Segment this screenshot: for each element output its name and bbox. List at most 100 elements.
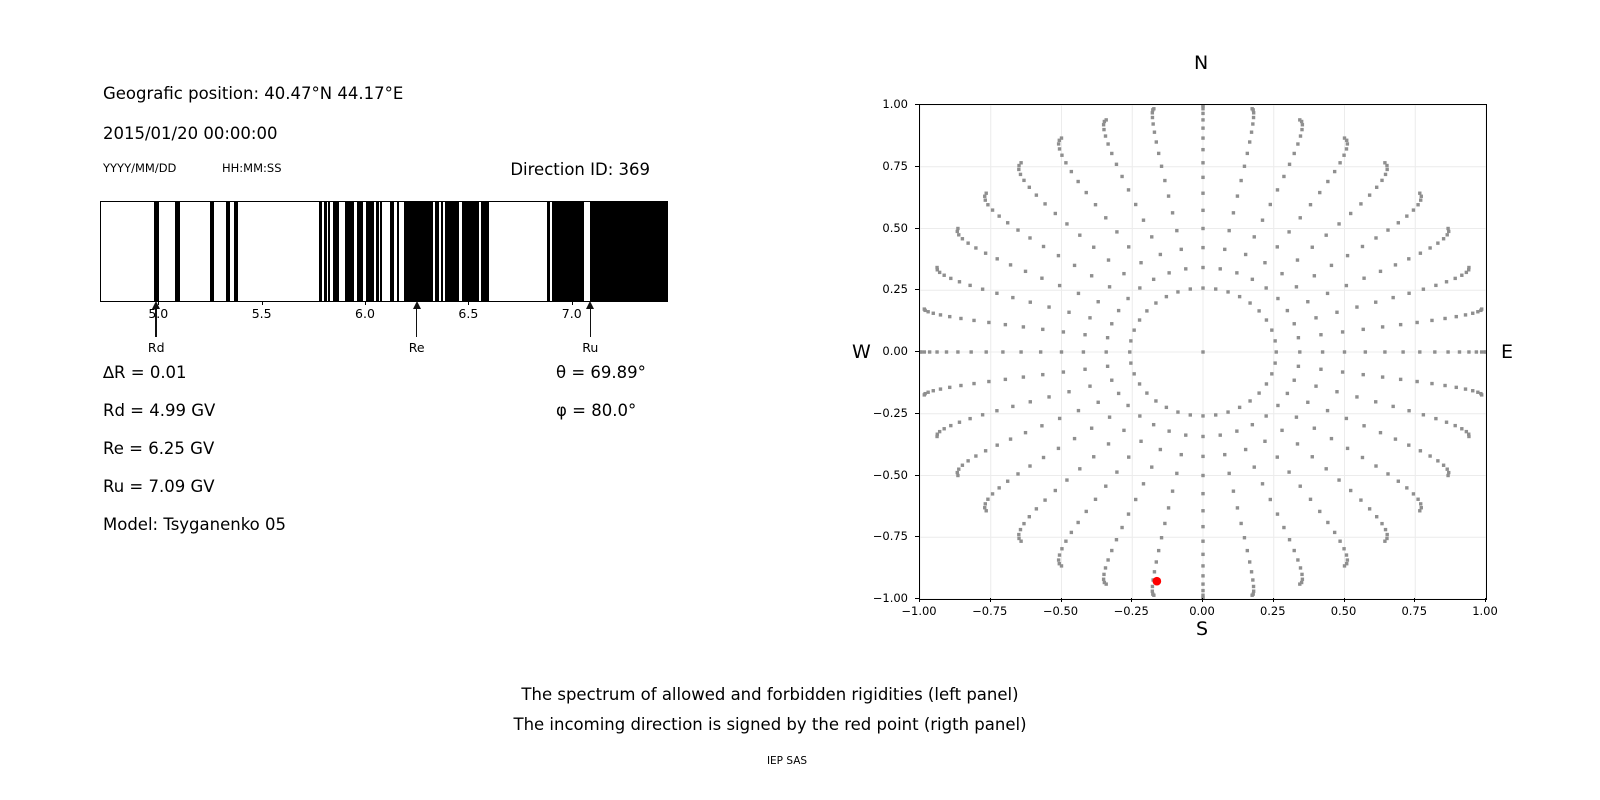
direction-dot [1418,509,1422,513]
direction-dot [1463,387,1468,391]
direction-dot [926,390,930,394]
direction-dot [1076,520,1080,525]
direction-dot [1138,286,1142,290]
direction-dot [1385,167,1389,172]
direction-dot [1152,107,1156,111]
direction-dot [1069,530,1074,535]
direction-dot [1060,153,1064,157]
direction-dot [1298,484,1302,488]
spectrum-tick-label: 5.0 [148,306,169,321]
direction-dot [1092,245,1096,249]
direction-dot [1093,202,1098,207]
direction-dot [1056,253,1061,258]
direction-dot [1176,290,1180,294]
direction-dot [1251,589,1256,593]
direction-dot [1295,442,1300,446]
direction-dot [1329,436,1334,441]
direction-dot [1008,263,1013,267]
direction-dot [1093,497,1098,502]
x-tick-mark [1202,598,1203,602]
direction-dot [960,237,965,241]
direction-dot [987,379,991,384]
direction-dot [1446,473,1450,478]
direction-dot [1335,310,1339,314]
direction-dot [1106,142,1110,146]
direction-dot [1484,350,1486,354]
direction-dot [969,350,973,354]
direction-dot [1201,226,1205,231]
direction-dot [1250,277,1255,282]
direction-dot [1156,548,1161,553]
direction-dot [1344,147,1349,151]
direction-dot [1385,536,1389,541]
y-tick-label: 0.00 [882,344,908,358]
direction-dot [1296,558,1300,562]
direction-dot [1298,216,1302,220]
direction-dot [1102,572,1106,577]
direction-dot [1444,280,1449,284]
direction-dot [1138,414,1142,418]
direction-dot [987,320,991,325]
direction-dot [1005,479,1010,483]
spectrum-band [440,202,444,301]
direction-dot [1114,538,1119,542]
direction-dot [1407,409,1411,413]
direction-dot [1201,286,1205,290]
direction-dot [1084,190,1088,195]
x-tick-mark [919,598,920,602]
direction-dot [1340,330,1345,334]
direction-dot [1126,188,1131,192]
direction-dot [1337,478,1341,482]
direction-dot [1038,350,1043,354]
spectrum-band [376,202,379,301]
direction-dot [1122,428,1126,433]
direction-dot [1306,300,1310,304]
direction-dot [1083,333,1087,337]
direction-dot [1275,188,1280,192]
arrow-stem [415,307,418,337]
direction-dot [1041,244,1046,249]
direction-dot [1076,408,1081,413]
direction-dot [1391,295,1395,300]
direction-dot [1103,566,1108,570]
direction-dot [1329,263,1334,268]
direction-dot [1218,267,1222,271]
direction-dot [1223,247,1227,252]
spectrum-band [546,202,551,301]
direction-dot [1419,198,1423,202]
direction-dot [935,265,939,270]
direction-dot [935,434,939,439]
direction-dot [1430,318,1434,323]
y-tick-mark [915,598,919,599]
direction-dot [1034,193,1039,197]
direction-dot [1324,467,1328,471]
direction-dot [942,427,946,431]
direction-dot [1201,208,1205,213]
direction-dot [1214,413,1218,417]
direction-dot [1282,525,1286,530]
direction-dot [1338,161,1342,165]
direction-dot [1298,566,1303,570]
direction-dot [1159,164,1164,168]
x-tick-label: 0.25 [1259,604,1286,618]
direction-dot [1235,194,1240,198]
direction-dot [1151,122,1155,126]
direction-dot [1057,283,1062,288]
compass-label-east: E [1501,341,1514,363]
direction-dot [1434,416,1438,421]
x-tick-mark [989,598,991,602]
direction-dot [1380,375,1385,379]
direction-dot [1105,364,1110,368]
direction-dot [1312,426,1317,430]
direction-dot [1348,488,1353,493]
direction-dot [1257,309,1261,313]
y-tick-mark [915,104,919,105]
direction-dot [1411,208,1416,212]
direction-dot [1446,350,1450,354]
direction-dot [1298,134,1303,138]
direction-dot [1396,479,1401,483]
direction-dot [1089,274,1094,278]
direction-dot [1076,291,1081,296]
direction-dot [1463,313,1468,317]
x-tick-mark [1131,598,1133,602]
